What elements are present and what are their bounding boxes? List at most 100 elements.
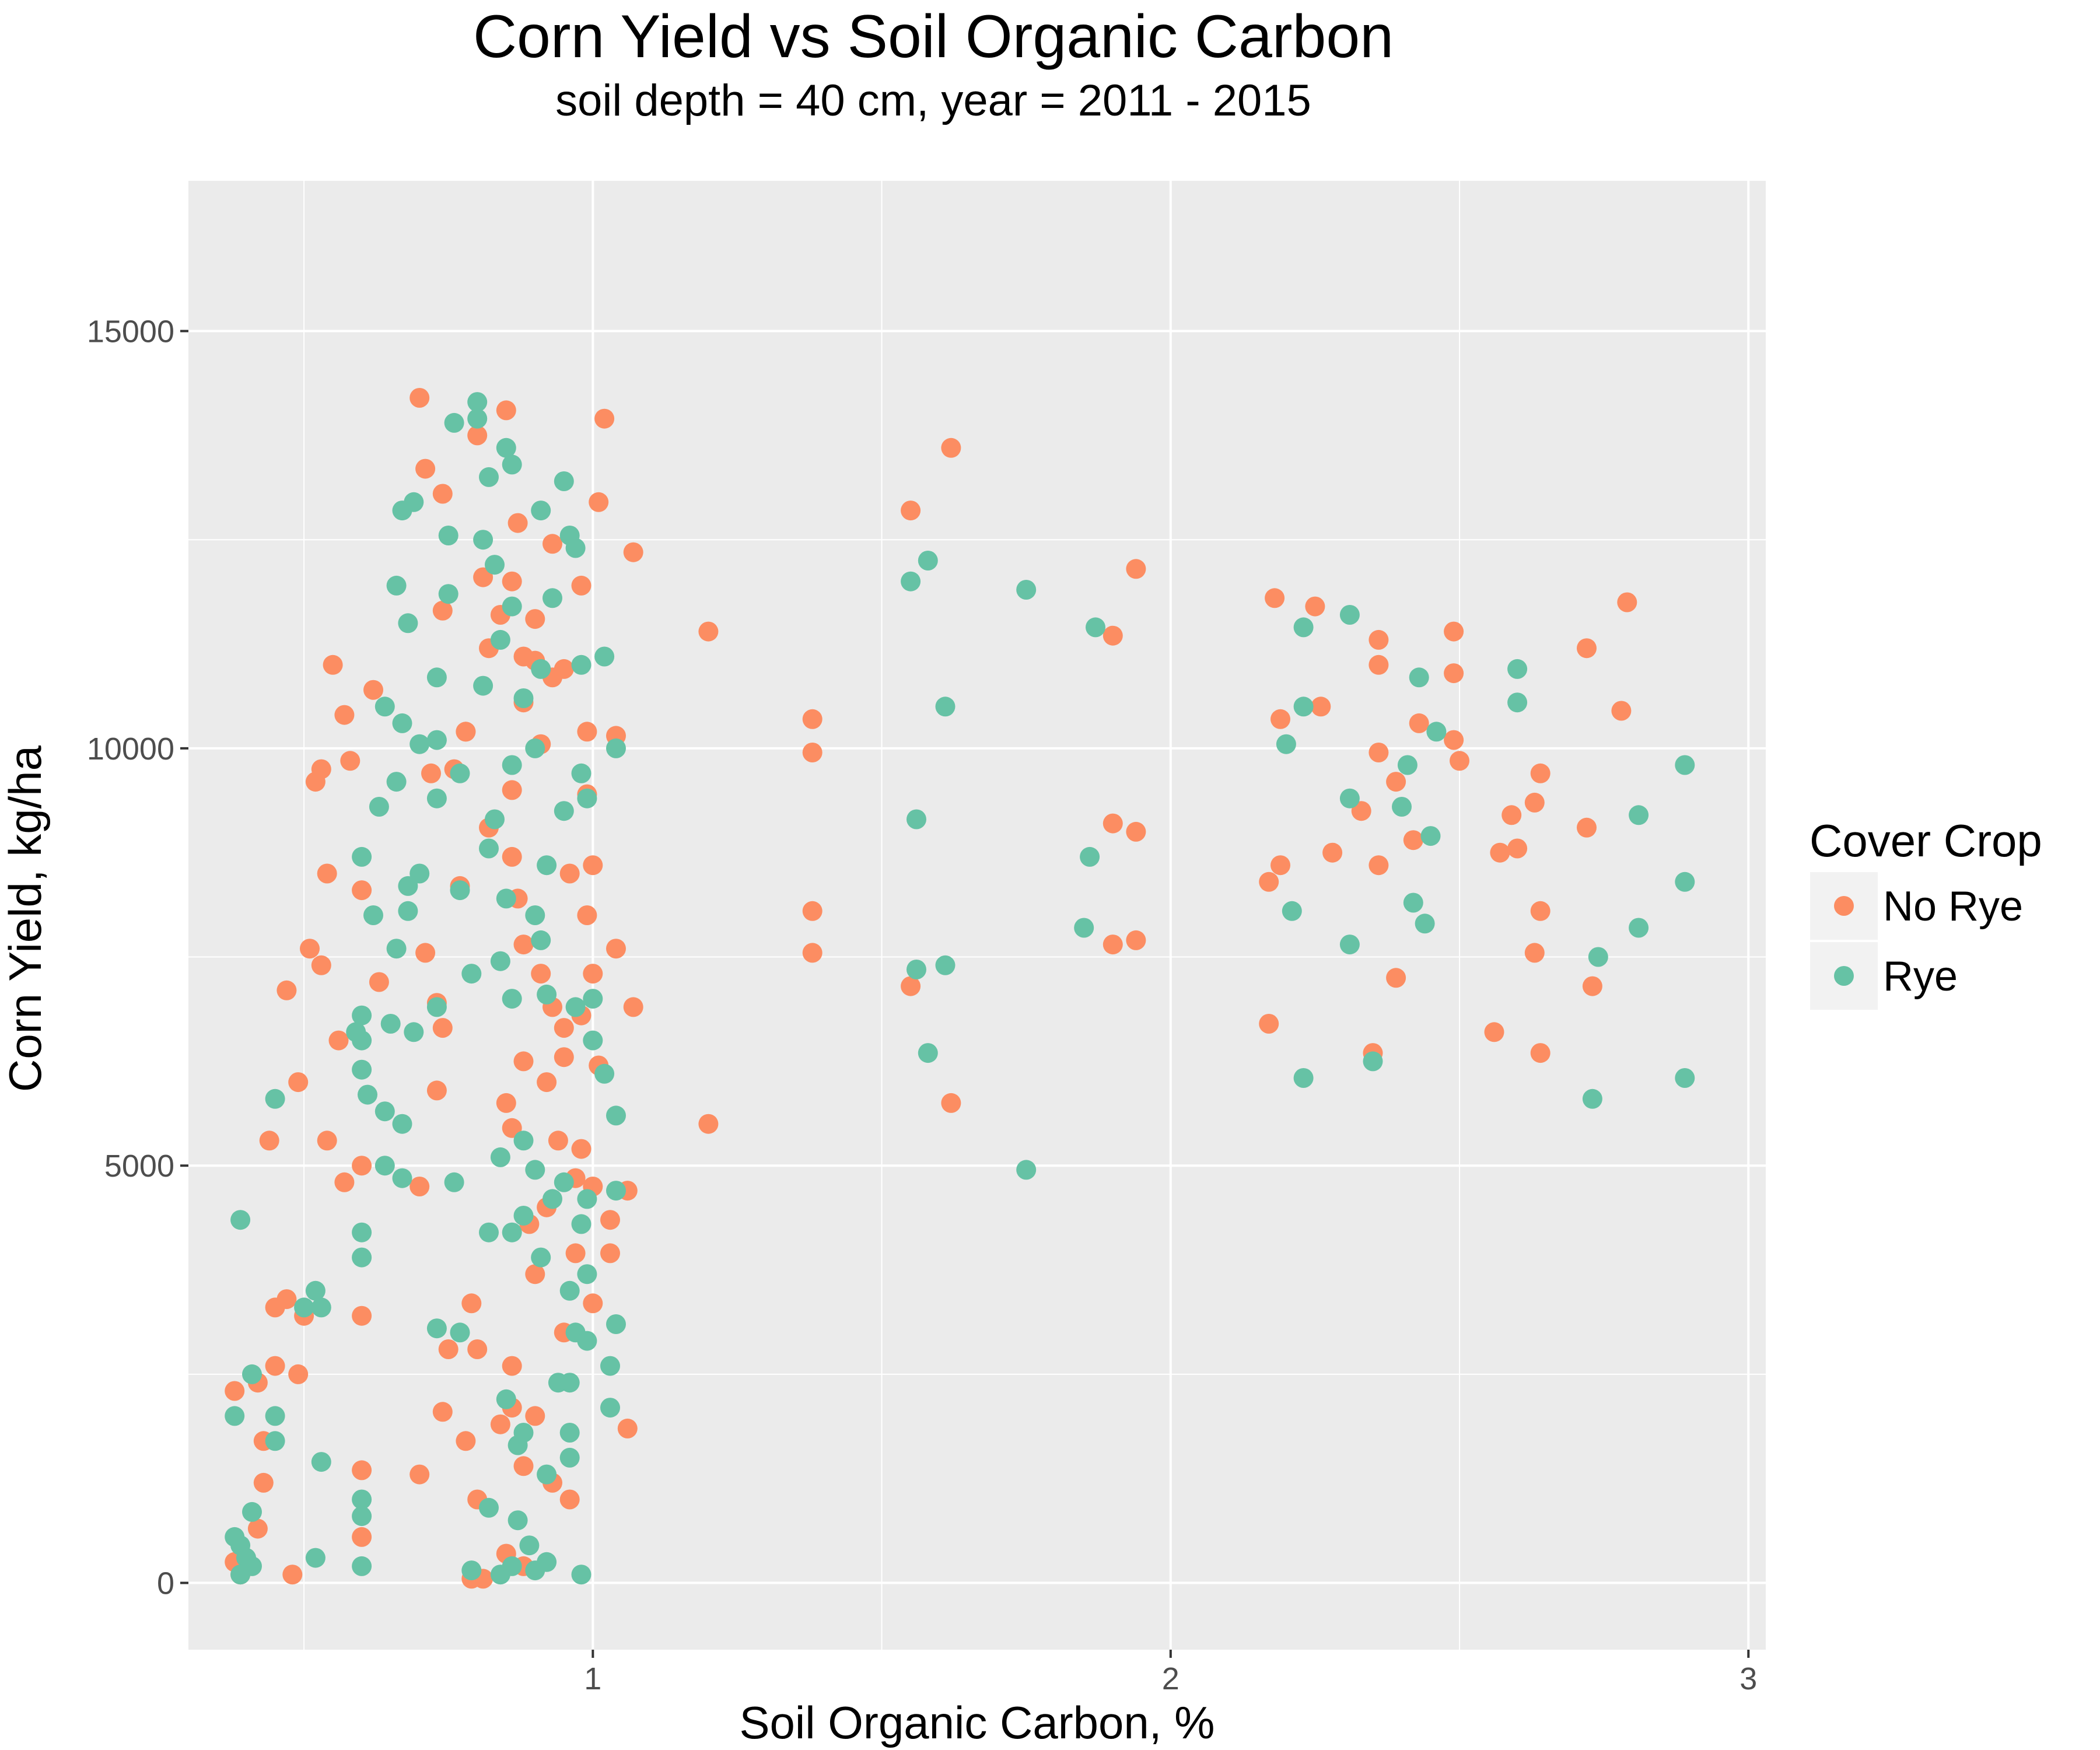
data-point-no-rye [1450,751,1469,771]
legend: Cover Crop No Rye Rye [1810,815,2042,1010]
data-point-rye [392,1168,412,1188]
data-point-rye [461,1560,482,1581]
data-point-rye [559,1280,580,1301]
data-point-rye [513,688,534,708]
data-point-no-rye [1126,559,1146,579]
data-point-rye [531,659,551,679]
data-point-rye [386,575,407,596]
data-point-no-rye [473,567,494,587]
data-point-rye [502,755,522,775]
chart-title: Corn Yield vs Soil Organic Carbon [473,3,1394,71]
data-point-rye [374,1101,395,1122]
data-point-no-rye [513,646,534,667]
data-point-no-rye [490,1414,510,1434]
data-point-rye [508,1510,528,1531]
data-point-no-rye [1490,842,1510,863]
data-point-no-rye [1102,935,1123,955]
data-point-rye [554,801,574,821]
data-point-no-rye [537,1072,557,1093]
data-point-rye [1588,947,1608,967]
data-point-rye [1675,755,1695,775]
data-point-rye [577,788,597,808]
data-point-no-rye [901,976,921,996]
data-point-no-rye [253,1472,274,1493]
data-point-rye [907,809,926,830]
data-point-rye [519,1535,540,1556]
data-point-no-rye [288,1072,309,1093]
data-point-rye [571,763,592,783]
data-point-rye [496,438,516,458]
data-point-rye [404,492,424,512]
data-point-rye [305,1280,326,1301]
data-point-no-rye [340,751,360,771]
data-point-no-rye [438,1339,459,1359]
data-point-rye [571,1214,592,1234]
data-point-no-rye [1368,654,1389,675]
data-point-rye [594,646,615,667]
data-point-no-rye [334,1172,355,1192]
data-point-no-rye [305,772,326,792]
data-point-no-rye [432,1402,453,1422]
data-point-rye [1426,722,1447,742]
data-point-rye [242,1502,262,1522]
data-point-no-rye [698,1114,719,1134]
data-point-no-rye [802,943,822,963]
data-point-rye [525,905,545,925]
data-point-rye [426,667,447,688]
data-point-rye [502,454,522,475]
data-point-rye [311,1297,331,1318]
data-point-rye [525,1560,545,1581]
chart-subtitle: soil depth = 40 cm, year = 2011 - 2015 [555,76,1311,125]
data-point-rye [537,855,557,876]
data-point-rye [358,1084,377,1105]
data-point-no-rye [410,388,430,408]
data-point-no-rye [282,1564,303,1585]
data-point-rye [559,1447,580,1468]
data-point-rye [392,713,412,733]
x-axis-title: Soil Organic Carbon, % [739,1697,1214,1748]
data-point-rye [583,989,603,1009]
data-point-no-rye [1524,792,1545,813]
data-point-rye [600,1398,620,1418]
data-point-rye [352,1556,372,1576]
data-point-no-rye [1102,625,1123,646]
data-point-no-rye [461,1293,482,1314]
data-point-rye [410,863,430,884]
data-point-no-rye [502,1356,522,1376]
data-point-rye [1420,826,1441,846]
data-point-rye [479,1222,499,1242]
data-point-no-rye [1102,813,1123,834]
data-point-no-rye [288,1364,309,1384]
data-point-no-rye [600,1210,620,1230]
data-point-no-rye [432,1018,453,1038]
data-point-no-rye [559,863,580,884]
data-point-rye [374,1156,395,1176]
data-point-no-rye [1577,638,1597,659]
data-point-no-rye [1502,805,1522,825]
data-point-rye [606,738,626,758]
data-point-no-rye [531,964,551,984]
data-point-rye [265,1431,285,1451]
data-point-no-rye [317,1130,337,1151]
data-point-rye [559,1423,580,1443]
data-point-no-rye [317,863,337,884]
data-point-rye [438,584,459,604]
data-point-rye [1403,892,1423,913]
data-point-rye [606,1314,626,1334]
data-point-no-rye [802,709,822,729]
data-point-rye [537,1464,557,1485]
data-point-no-rye [421,763,441,783]
data-point-no-rye [334,705,355,725]
data-point-no-rye [311,955,331,975]
data-point-rye [490,629,510,650]
data-point-no-rye [1386,968,1406,988]
data-point-rye [496,888,516,909]
data-point-no-rye [1530,901,1550,921]
data-point-rye [479,1497,499,1518]
data-point-rye [935,696,956,717]
data-point-rye [1409,667,1429,688]
data-point-no-rye [502,1118,522,1138]
data-point-no-rye [496,1093,516,1113]
data-point-no-rye [415,943,436,963]
